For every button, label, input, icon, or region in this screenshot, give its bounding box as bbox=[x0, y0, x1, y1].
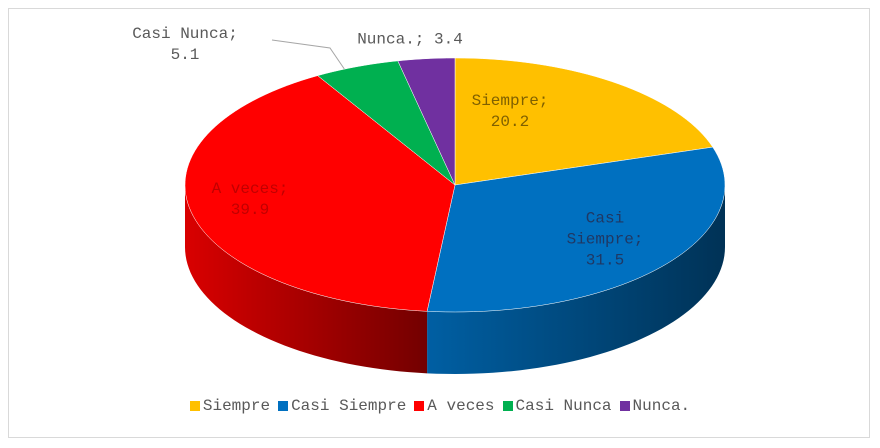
data-label: A veces; 39.9 bbox=[211, 180, 289, 219]
legend-label: Casi Nunca bbox=[515, 397, 612, 415]
data-label: Casi Siempre; 31.5 bbox=[566, 209, 644, 270]
slice-side bbox=[185, 185, 428, 374]
legend-label: Nunca. bbox=[632, 397, 691, 415]
legend-swatch bbox=[189, 401, 200, 411]
legend-item: Siempre bbox=[189, 397, 271, 415]
legend-item: Casi Siempre bbox=[278, 397, 406, 415]
legend: Siempre Casi Siempre A veces Casi Nunca Nunc… bbox=[0, 397, 880, 415]
legend-item: Casi Nunca bbox=[502, 397, 612, 415]
leader-line bbox=[271, 39, 346, 71]
data-label: Siempre; 20.2 bbox=[471, 92, 549, 131]
slice bbox=[397, 57, 456, 186]
data-label: Casi Nunca; 5.1 bbox=[132, 25, 238, 64]
legend-item: Nunca. bbox=[619, 397, 691, 415]
legend-swatch bbox=[278, 401, 289, 411]
slice bbox=[317, 60, 456, 186]
legend-label: Siempre bbox=[202, 397, 271, 415]
slice bbox=[454, 57, 714, 186]
slice-side bbox=[427, 185, 725, 374]
legend-item: A veces bbox=[414, 397, 495, 415]
slice bbox=[426, 146, 726, 313]
slice bbox=[184, 75, 456, 312]
legend-label: Casi Siempre bbox=[291, 397, 407, 415]
legend-swatch bbox=[502, 401, 513, 411]
legend-swatch bbox=[414, 401, 425, 411]
data-label: Nunca.; 3.4 bbox=[357, 30, 463, 49]
chart-frame bbox=[8, 8, 870, 438]
legend-swatch bbox=[619, 401, 630, 411]
legend-label: A veces bbox=[427, 397, 495, 415]
